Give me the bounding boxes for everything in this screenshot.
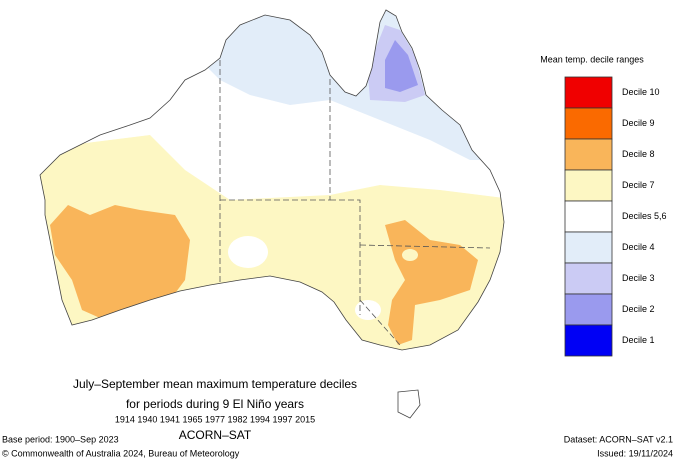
legend-label: Decile 4: [622, 242, 655, 252]
region-decile-5-6-patch: [355, 300, 381, 320]
legend-swatch: [564, 76, 613, 109]
legend-swatch: [564, 138, 613, 171]
legend-label: Decile 2: [622, 304, 655, 314]
legend-swatch: [564, 169, 613, 202]
legend-label: Decile 9: [622, 118, 655, 128]
legend-label: Decile 10: [622, 87, 660, 97]
dataset: Dataset: ACORN–SAT v2.1: [564, 434, 673, 444]
caption-years: 1914 1940 1941 1965 1977 1982 1994 1997 …: [115, 414, 315, 424]
legend-label: Decile 7: [622, 180, 655, 190]
legend-title: Mean temp. decile ranges: [540, 54, 644, 64]
legend-swatch: [564, 324, 613, 357]
caption-line: July–September mean maximum temperature …: [73, 377, 357, 391]
legend-swatch: [564, 107, 613, 140]
caption-product: ACORN–SAT: [179, 428, 252, 442]
legend-swatch: [564, 262, 613, 295]
legend-label: Decile 8: [622, 149, 655, 159]
legend-label: Decile 3: [622, 273, 655, 283]
caption-line: for periods during 9 El Niño years: [126, 397, 304, 411]
tasmania: [397, 389, 421, 419]
legend-label: Deciles 5,6: [622, 211, 667, 221]
legend-label: Decile 1: [622, 335, 655, 345]
base-period: Base period: 1900–Sep 2023: [2, 434, 119, 444]
issued: Issued: 19/11/2024: [597, 448, 673, 458]
legend-swatch: [564, 293, 613, 326]
copyright: © Commonwealth of Australia 2024, Bureau…: [2, 448, 240, 458]
legend: Decile 10 Decile 9 Decile 8 Decile 7 Deciles…: [564, 76, 667, 357]
state-border: [359, 299, 401, 346]
legend-swatch: [564, 200, 613, 233]
legend-swatch: [564, 231, 613, 264]
region-decile-7-hole: [402, 249, 418, 261]
region-decile-5-6-lake: [228, 236, 268, 268]
region-decile-8-west: [50, 205, 190, 318]
state-border: [330, 199, 361, 315]
region-decile-2: [385, 40, 418, 92]
state-border: [359, 244, 491, 249]
